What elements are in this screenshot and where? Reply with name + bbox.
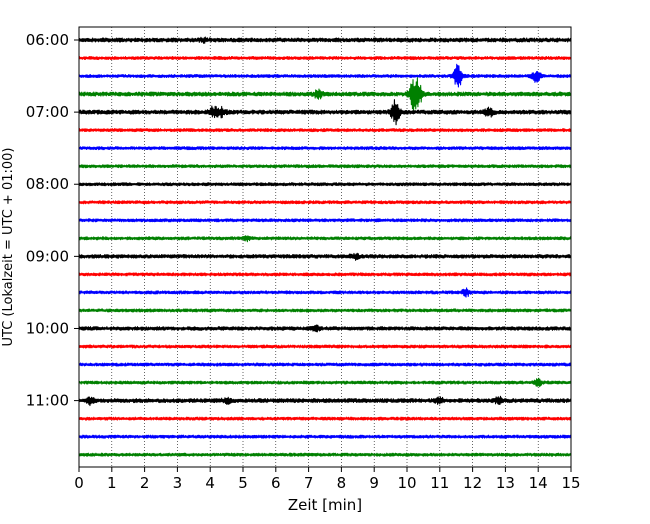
trace-0900: [78, 252, 572, 261]
trace-0730: [78, 146, 572, 151]
x-tick-label: 8: [337, 474, 347, 492]
x-axis-label: Zeit [min]: [288, 496, 362, 514]
x-tick-label: 3: [173, 474, 183, 492]
trace-0945: [78, 308, 572, 313]
x-tick-label: 5: [238, 474, 248, 492]
x-tick-label: 13: [496, 474, 515, 492]
x-tick-label: 1: [107, 474, 117, 492]
grid-layer: [111, 27, 539, 467]
trace-1030: [78, 362, 572, 367]
trace-0700: [78, 99, 572, 126]
x-tick-label: 15: [561, 474, 580, 492]
trace-0745: [78, 164, 572, 169]
x-tick-label: 0: [74, 474, 84, 492]
y-tick-label: 07:00: [26, 103, 69, 121]
trace-0645: [78, 77, 572, 112]
y-axis-ticks: 06:00 07:00 08:00 09:00 10:00 11:00: [26, 31, 79, 410]
y-tick-label: 09:00: [26, 247, 69, 265]
trace-0615: [78, 55, 572, 61]
trace-0930: [78, 287, 572, 298]
y-tick-label: 08:00: [26, 175, 69, 193]
trace-1000: [78, 324, 572, 333]
trace-1130: [78, 434, 572, 439]
trace-1015: [78, 344, 572, 349]
x-tick-label: 7: [304, 474, 314, 492]
x-tick-label: 14: [529, 474, 548, 492]
x-axis-ticks: 0 1 2 3 4 5 6 7 8 9 10 11 12 13 14 15: [74, 467, 581, 492]
trace-0845: [78, 235, 572, 243]
y-tick-label: 10:00: [26, 319, 69, 337]
x-tick-label: 6: [271, 474, 281, 492]
trace-0830: [78, 218, 572, 223]
x-tick-label: 4: [205, 474, 215, 492]
trace-0815: [78, 200, 572, 205]
trace-layer: [78, 36, 572, 457]
x-tick-label: 10: [397, 474, 416, 492]
plot-frame: [78, 26, 572, 468]
x-tick-label: 12: [463, 474, 482, 492]
y-tick-label: 06:00: [26, 31, 69, 49]
trace-0600: [78, 36, 572, 44]
trace-1100: [78, 395, 572, 407]
x-tick-label: 9: [369, 474, 379, 492]
trace-0800: [78, 182, 572, 187]
trace-1145: [78, 452, 572, 457]
trace-0915: [78, 272, 572, 277]
trace-1115: [78, 416, 572, 421]
y-axis-label: UTC (Lokalzeit = UTC + 01:00): [1, 148, 16, 347]
x-tick-label: 2: [140, 474, 150, 492]
trace-0630: [78, 63, 572, 88]
trace-0715: [78, 128, 572, 133]
y-tick-label: 11:00: [26, 392, 69, 410]
x-tick-label: 11: [430, 474, 449, 492]
trace-1045: [78, 377, 572, 388]
